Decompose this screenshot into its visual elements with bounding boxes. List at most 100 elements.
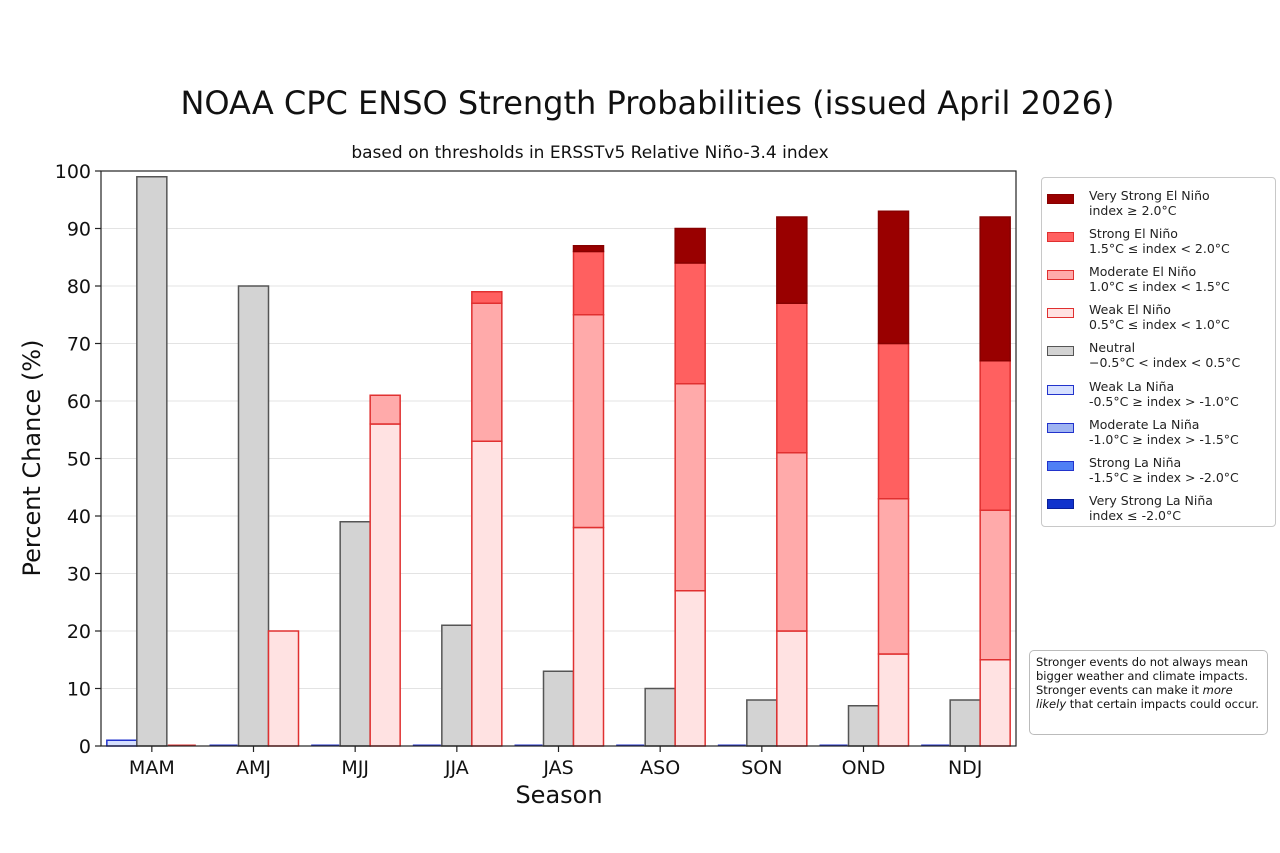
- bar-segment: [776, 452, 808, 632]
- bar-segment: [542, 670, 575, 747]
- legend-swatch: [1047, 308, 1074, 319]
- y-tick-label: 10: [67, 679, 91, 701]
- x-tick-label: JAS: [542, 757, 573, 779]
- legend-threshold: -1.5°C ≥ index > -2.0°C: [1089, 469, 1239, 485]
- legend-entry: Weak La Niña -0.5°C ≥ index > -1.0°C: [1042, 375, 1275, 413]
- y-tick-label: 60: [67, 391, 91, 413]
- legend-swatch: [1047, 194, 1074, 204]
- y-tick-label: 70: [67, 334, 91, 356]
- legend-swatch: [1047, 422, 1074, 433]
- note-text-start: Stronger events do not always mean bigge…: [1036, 655, 1249, 697]
- y-tick-label: 80: [67, 276, 91, 298]
- bar-segment: [776, 216, 808, 304]
- bar-segment: [979, 659, 1011, 747]
- x-tick-label: ASO: [640, 757, 680, 779]
- legend-entry: Neutral −0.5°C < index < 0.5°C: [1042, 336, 1275, 374]
- legend-threshold: index ≤ -2.0°C: [1089, 507, 1181, 523]
- bar-segment: [106, 739, 138, 747]
- legend-label: Strong La Niña: [1089, 454, 1182, 470]
- legend-entry: Moderate La Niña -1.0°C ≥ index > -1.5°C: [1042, 413, 1275, 451]
- legend-label: Moderate La Niña: [1089, 416, 1200, 432]
- x-tick-label: MJJ: [341, 757, 369, 779]
- x-axis-label: Season: [515, 781, 602, 809]
- bar-segment: [674, 262, 706, 385]
- legend-entry: Moderate El Niño 1.0°C ≤ index < 1.5°C: [1042, 260, 1275, 298]
- bar-segment: [572, 250, 605, 316]
- legend-entry: Strong La Niña -1.5°C ≥ index > -2.0°C: [1042, 451, 1275, 489]
- bar-segment: [572, 245, 605, 253]
- x-tick-label: AMJ: [236, 757, 271, 779]
- bar-segment: [877, 342, 910, 500]
- legend-swatch: [1047, 384, 1074, 395]
- y-tick-label: 0: [79, 736, 91, 758]
- bar-segment: [877, 498, 910, 655]
- bar-segment: [746, 699, 778, 747]
- legend-swatch: [1047, 232, 1074, 243]
- bar-segment: [644, 687, 676, 747]
- legend-threshold: 1.5°C ≤ index < 2.0°C: [1089, 241, 1230, 257]
- legend-threshold: −0.5°C < index < 0.5°C: [1089, 355, 1241, 371]
- bar-segment: [674, 590, 706, 747]
- y-tick-label: 20: [67, 621, 91, 643]
- legend-threshold: 0.5°C ≤ index < 1.0°C: [1089, 317, 1230, 333]
- legend-entry: Very Strong La Niña index ≤ -2.0°C: [1042, 489, 1275, 527]
- x-tick-label: NDJ: [948, 757, 982, 779]
- legend-swatch: [1047, 460, 1074, 471]
- bar-segment: [776, 302, 808, 454]
- legend-label: Very Strong La Niña: [1089, 492, 1213, 508]
- bar-segment: [136, 176, 168, 747]
- impact-note: Stronger events do not always mean bigge…: [1029, 650, 1268, 735]
- chart-subtitle: based on thresholds in ERSSTv5 Relative …: [351, 143, 829, 163]
- legend-label: Very Strong El Niño: [1089, 188, 1210, 203]
- bar-segment: [339, 521, 371, 747]
- note-emphasis: more likely: [1036, 683, 1233, 711]
- bar-segment: [979, 360, 1011, 511]
- y-tick-label: 90: [67, 219, 91, 241]
- legend-entry: Weak El Niño 0.5°C ≤ index < 1.0°C: [1042, 298, 1275, 336]
- bar-segment: [572, 314, 605, 529]
- bar-segment: [471, 302, 503, 442]
- y-tick-label: 100: [55, 161, 91, 183]
- legend-label: Weak El Niño: [1089, 302, 1171, 318]
- bar-segment: [267, 630, 300, 747]
- bar-segment: [674, 383, 706, 592]
- bar-segment: [674, 227, 706, 264]
- note-text-end: that certain impacts could occur.: [1066, 697, 1259, 711]
- legend-label: Moderate El Niño: [1089, 264, 1197, 280]
- bar-segment: [877, 653, 910, 747]
- y-tick-label: 40: [67, 506, 91, 528]
- x-tick-label: OND: [842, 757, 886, 779]
- legend-entry: Strong El Niño 1.5°C ≤ index < 2.0°C: [1042, 222, 1275, 260]
- x-tick-label: JJA: [444, 757, 469, 779]
- legend-swatch: [1047, 346, 1074, 357]
- y-tick-label: 50: [67, 449, 91, 471]
- legend: Very Strong El Niño index ≥ 2.0°C Strong E…: [1041, 177, 1276, 527]
- legend-label: Weak La Niña: [1089, 378, 1175, 394]
- bar-segment: [776, 630, 808, 747]
- bar-segment: [877, 210, 910, 345]
- legend-threshold: -0.5°C ≥ index > -1.0°C: [1089, 393, 1239, 409]
- legend-threshold: -1.0°C ≥ index > -1.5°C: [1089, 431, 1239, 447]
- x-tick-label: SON: [741, 757, 782, 779]
- legend-threshold: index ≥ 2.0°C: [1089, 203, 1177, 218]
- bar-segment: [471, 440, 503, 747]
- legend-label: Strong El Niño: [1089, 226, 1178, 242]
- bar-segment: [949, 699, 981, 747]
- x-tick-label: MAM: [129, 757, 175, 779]
- bar-segment: [237, 285, 270, 747]
- legend-label: Neutral: [1089, 340, 1136, 356]
- bar-segment: [369, 394, 401, 425]
- bar-segment: [572, 526, 605, 747]
- bar-segment: [847, 705, 880, 747]
- bar-segment: [979, 509, 1011, 661]
- y-axis-label: Percent Chance (%): [18, 340, 46, 577]
- legend-entry: Very Strong El Niño index ≥ 2.0°C: [1042, 184, 1275, 222]
- legend-threshold: 1.0°C ≤ index < 1.5°C: [1089, 279, 1230, 295]
- bar-segment: [471, 291, 503, 304]
- bar-segment: [979, 216, 1011, 362]
- bar-segment: [441, 624, 473, 747]
- chart-title: NOAA CPC ENSO Strength Probabilities (is…: [180, 84, 1115, 122]
- legend-swatch: [1047, 498, 1074, 509]
- legend-swatch: [1047, 270, 1074, 281]
